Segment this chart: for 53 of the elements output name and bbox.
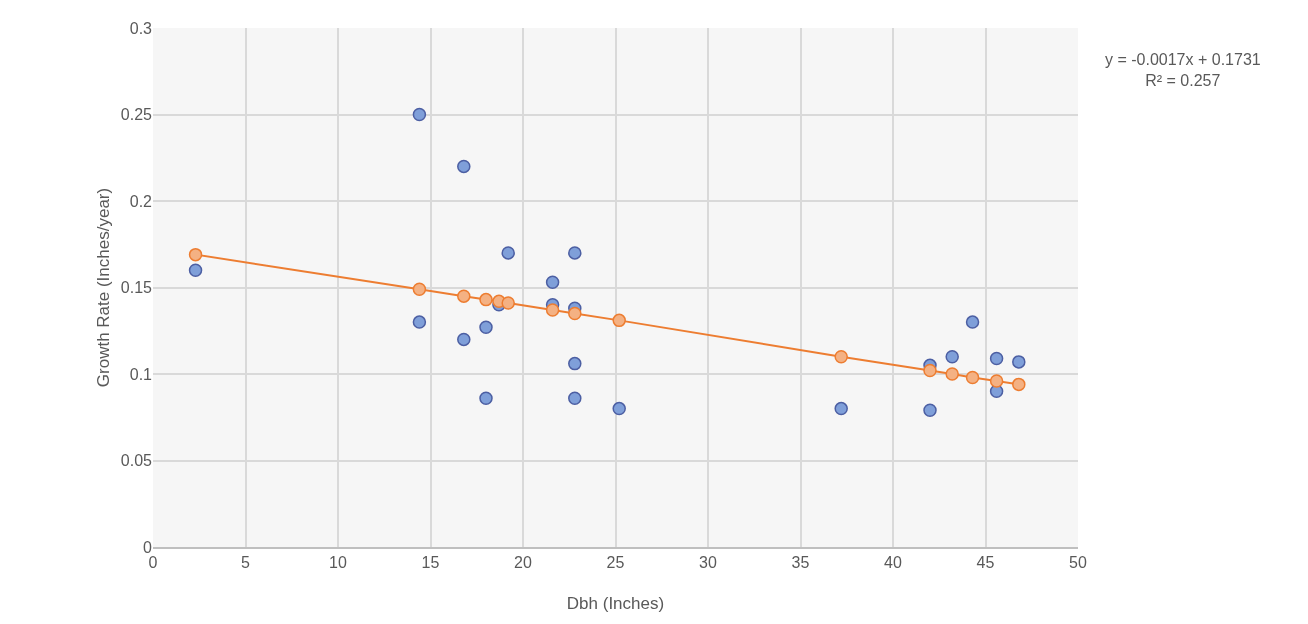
point [568,246,582,260]
point [834,349,848,364]
point [989,374,1004,388]
point [945,367,959,381]
y-tick-label: 0.05 [120,452,153,470]
point [188,247,203,262]
x-tick-label: 50 [1069,553,1087,571]
point [545,303,560,317]
x-tick-label: 20 [514,553,532,571]
y-tick-label: 0.3 [129,19,153,37]
point [989,351,1004,366]
point [568,356,582,371]
x-tick-label: 35 [791,553,810,571]
x-tick-label: 15 [421,553,440,571]
point [1012,377,1026,392]
x-tick-label: 25 [606,553,625,571]
point [834,401,848,416]
text: y = -0.0017x + 0.1731 R² = 0.257 [1105,51,1261,89]
point [612,401,626,416]
point [612,313,626,328]
y-tick-label: 0.1 [129,365,153,383]
point [945,349,959,364]
x-tick-label: 30 [699,553,717,571]
point [965,315,980,329]
point [479,292,493,307]
point [457,332,471,347]
point [412,107,427,122]
point [479,391,493,405]
point [479,320,493,335]
point [923,403,937,418]
y-tick-label: 0.15 [120,279,153,297]
point [501,246,515,260]
point [457,159,471,174]
x-axis-title: Dbh (Inches) [566,593,665,613]
point [965,370,980,385]
x-tick-label: 45 [976,553,995,571]
x-tick-label: 40 [884,553,902,571]
point [501,296,515,310]
point [457,289,471,303]
point [188,263,203,277]
x-tick-label: 10 [329,553,347,571]
point [923,363,937,378]
point [568,306,582,321]
y-tick-label: 0.2 [129,192,153,210]
x-tick-label: 5 [241,553,251,571]
y-tick-label: 0 [143,538,153,556]
y-axis-title: Growth Rate (Inches/year) [94,187,113,388]
point [1012,355,1026,369]
point [412,315,427,329]
y-tick-label: 0.25 [120,106,153,124]
point [545,275,560,290]
point [568,391,582,405]
point [412,282,427,296]
